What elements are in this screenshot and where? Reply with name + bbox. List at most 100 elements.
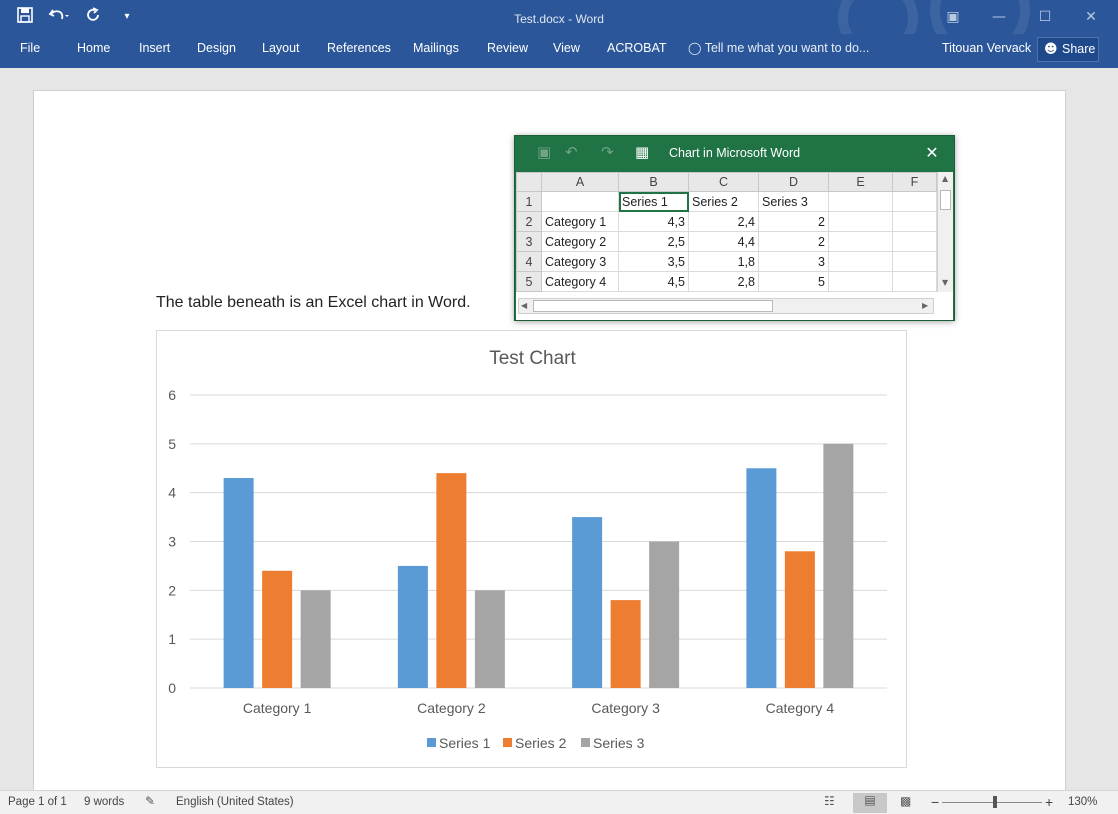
row-header[interactable]: 3 bbox=[516, 231, 542, 252]
cell[interactable]: Category 3 bbox=[541, 251, 619, 272]
redo-icon[interactable] bbox=[82, 6, 104, 28]
row-header[interactable]: 2 bbox=[516, 211, 542, 232]
column-header[interactable]: C bbox=[688, 172, 759, 192]
print-layout-icon[interactable]: ▤ bbox=[853, 793, 887, 813]
cell[interactable]: 2 bbox=[758, 211, 829, 232]
save-icon[interactable] bbox=[14, 6, 36, 28]
excel-redo-icon[interactable]: ↷ bbox=[601, 143, 614, 161]
vertical-scroll-thumb[interactable] bbox=[940, 190, 951, 210]
ribbon-display-icon[interactable]: ▣ bbox=[946, 9, 960, 25]
cell[interactable] bbox=[828, 191, 893, 212]
cell[interactable]: 2 bbox=[758, 231, 829, 252]
lightbulb-icon: ◯ bbox=[688, 41, 702, 55]
cell[interactable]: Category 2 bbox=[541, 231, 619, 252]
tell-me-search[interactable]: ◯ Tell me what you want to do... bbox=[688, 41, 869, 55]
bar bbox=[223, 478, 254, 688]
cell[interactable] bbox=[892, 251, 937, 272]
cell[interactable]: 3 bbox=[758, 251, 829, 272]
chart-plot: 0 1 2 3 4 5 6 Category 1 Category 2 Category 3 Cat… bbox=[168, 387, 887, 751]
scroll-left-icon[interactable]: ◀ bbox=[521, 301, 528, 310]
excel-close-icon[interactable]: ✕ bbox=[925, 143, 939, 162]
column-header[interactable]: E bbox=[828, 172, 893, 192]
sheet-row: 5 Category 4 4,5 2,8 5 bbox=[516, 271, 937, 292]
tab-view[interactable]: View bbox=[553, 41, 580, 55]
column-header[interactable]: B bbox=[618, 172, 689, 193]
proofing-icon[interactable]: ✎ bbox=[145, 794, 156, 808]
excel-save-icon[interactable]: ▣ bbox=[537, 143, 552, 161]
cell[interactable]: Category 4 bbox=[541, 271, 619, 292]
tab-acrobat[interactable]: ACROBAT bbox=[607, 41, 667, 55]
cell[interactable]: 4,5 bbox=[618, 271, 689, 292]
vertical-scrollbar[interactable]: ▲ ▼ bbox=[937, 172, 953, 292]
tab-design[interactable]: Design bbox=[197, 41, 236, 55]
cell[interactable]: 3,5 bbox=[618, 251, 689, 272]
edit-data-in-excel-icon[interactable]: ▦ bbox=[635, 143, 650, 161]
column-header[interactable]: D bbox=[758, 172, 829, 192]
customize-qat-icon[interactable]: ▾ bbox=[124, 11, 130, 22]
cell[interactable] bbox=[892, 271, 937, 292]
share-button[interactable]: ☻ Share bbox=[1037, 37, 1099, 62]
scroll-up-icon[interactable]: ▲ bbox=[942, 174, 949, 183]
row-header[interactable]: 1 bbox=[516, 191, 542, 212]
cell[interactable]: 2,4 bbox=[688, 211, 759, 232]
cell[interactable]: Category 1 bbox=[541, 211, 619, 232]
cell[interactable] bbox=[828, 211, 893, 232]
excel-undo-icon[interactable]: ↶ bbox=[565, 143, 578, 161]
cell[interactable]: 2,8 bbox=[688, 271, 759, 292]
minimize-button[interactable]: — bbox=[992, 9, 1006, 25]
document-paragraph[interactable]: The table beneath is an Excel chart in W… bbox=[156, 294, 471, 311]
column-header[interactable]: A bbox=[541, 172, 619, 192]
title-decoration bbox=[838, 0, 918, 34]
undo-icon[interactable] bbox=[48, 6, 70, 28]
horizontal-scroll-thumb[interactable] bbox=[533, 300, 773, 312]
horizontal-scrollbar[interactable]: ◀ ▶ bbox=[518, 298, 934, 314]
tab-layout[interactable]: Layout bbox=[262, 41, 300, 55]
tab-home[interactable]: Home bbox=[77, 41, 111, 55]
tab-file[interactable]: File bbox=[20, 41, 41, 55]
tab-insert[interactable]: Insert bbox=[139, 41, 171, 55]
zoom-level[interactable]: 130% bbox=[1068, 796, 1098, 808]
bar bbox=[436, 473, 467, 688]
tab-mailings[interactable]: Mailings bbox=[413, 41, 459, 55]
select-all-corner[interactable] bbox=[516, 172, 542, 192]
close-button[interactable]: ✕ bbox=[1085, 9, 1097, 25]
zoom-slider[interactable] bbox=[942, 802, 1042, 803]
zoom-in-button[interactable]: + bbox=[1045, 794, 1054, 810]
y-tick-label: 4 bbox=[168, 485, 176, 501]
cell[interactable] bbox=[892, 231, 937, 252]
cell[interactable]: 4,3 bbox=[618, 211, 689, 232]
cell[interactable]: Series 2 bbox=[688, 191, 759, 212]
cell[interactable]: 4,4 bbox=[688, 231, 759, 252]
title-decoration bbox=[930, 0, 1030, 34]
cell[interactable]: 5 bbox=[758, 271, 829, 292]
maximize-button[interactable]: ☐ bbox=[1038, 9, 1052, 25]
web-layout-icon[interactable]: ▩ bbox=[900, 794, 912, 808]
cell[interactable]: 1,8 bbox=[688, 251, 759, 272]
language[interactable]: English (United States) bbox=[176, 796, 294, 808]
read-mode-icon[interactable]: ☷ bbox=[824, 794, 835, 808]
page-count[interactable]: Page 1 of 1 bbox=[8, 796, 67, 808]
scroll-right-icon[interactable]: ▶ bbox=[922, 301, 929, 310]
cell[interactable]: Series 3 bbox=[758, 191, 829, 212]
excel-sheet: A B C D E F 1 Series 1 Series 2 Series 3… bbox=[516, 172, 953, 320]
column-header[interactable]: F bbox=[892, 172, 937, 192]
cell[interactable] bbox=[892, 211, 937, 232]
cell[interactable] bbox=[828, 271, 893, 292]
cell[interactable] bbox=[828, 231, 893, 252]
tab-references[interactable]: References bbox=[327, 41, 391, 55]
cell[interactable]: Series 1 bbox=[618, 191, 689, 212]
scroll-down-icon[interactable]: ▼ bbox=[942, 278, 949, 287]
cell[interactable] bbox=[892, 191, 937, 212]
zoom-slider-thumb[interactable] bbox=[993, 796, 997, 808]
word-count[interactable]: 9 words bbox=[84, 796, 125, 808]
cell[interactable]: 2,5 bbox=[618, 231, 689, 252]
embedded-chart[interactable]: Test Chart 0 1 2 3 4 5 6 Category 1 Category 2 Ca… bbox=[156, 330, 907, 768]
user-name[interactable]: Titouan Vervack bbox=[942, 41, 1032, 55]
tab-review[interactable]: Review bbox=[487, 41, 528, 55]
row-header[interactable]: 5 bbox=[516, 271, 542, 292]
cell[interactable] bbox=[828, 251, 893, 272]
cell[interactable] bbox=[541, 191, 619, 212]
zoom-out-button[interactable]: − bbox=[931, 794, 940, 810]
column-header-row: A B C D E F bbox=[516, 172, 937, 193]
row-header[interactable]: 4 bbox=[516, 251, 542, 272]
